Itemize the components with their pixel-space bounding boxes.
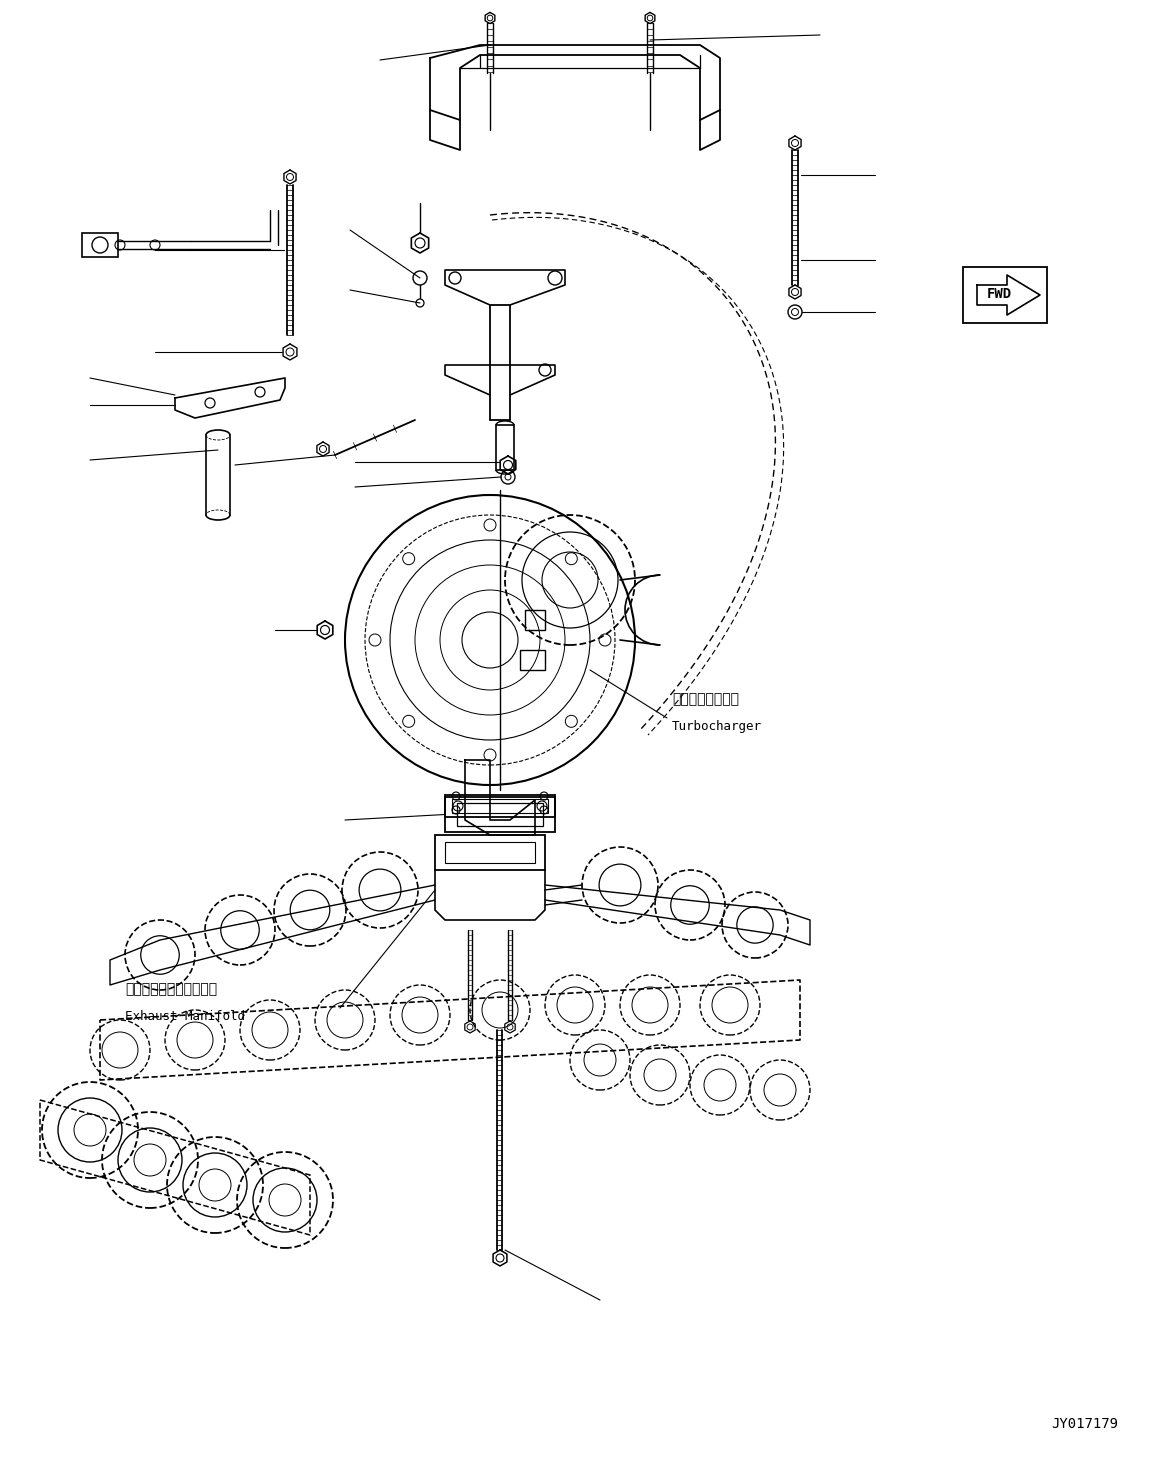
Bar <box>445 795 555 817</box>
Text: JY017179: JY017179 <box>1052 1417 1118 1431</box>
Text: Turbocharger: Turbocharger <box>672 719 762 732</box>
Bar <box>525 610 545 630</box>
Polygon shape <box>977 274 1040 315</box>
Bar <box>963 267 1047 322</box>
Bar <box>520 651 545 670</box>
Bar <box>452 800 548 813</box>
Bar <box>82 233 118 257</box>
Text: Exhaust Manifold: Exhaust Manifold <box>125 1010 244 1023</box>
Bar <box>445 842 535 864</box>
Text: エキゾーストマニホルド: エキゾーストマニホルド <box>125 982 217 996</box>
Text: ターボチャージャ: ターボチャージャ <box>672 692 739 706</box>
Text: FWD: FWD <box>987 287 1011 301</box>
Bar <box>496 425 514 470</box>
Bar <box>490 305 510 420</box>
Bar <box>435 835 545 870</box>
Bar <box>445 797 555 832</box>
Bar <box>457 802 543 826</box>
